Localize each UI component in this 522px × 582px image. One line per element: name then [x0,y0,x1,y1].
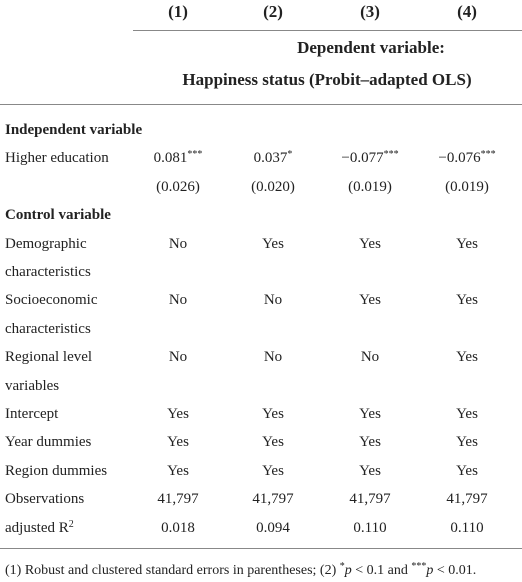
cell-text: 0.081 [153,150,188,167]
cell: (0.019) [348,178,392,195]
footnote-text: (1) Robust and clustered standard errors… [5,563,340,578]
row-label-text: adjusted R [5,519,69,536]
row-label: characteristics [5,320,91,337]
cell-text: −0.077 [341,150,384,167]
row-label: Observations [5,491,85,508]
row-label: Socioeconomic [5,292,98,309]
cell-sup: *** [480,149,496,161]
cell: No [168,235,188,252]
column-header: (4) [457,2,477,21]
section-title: Independent variable [5,122,143,138]
cell: Yes [456,462,478,479]
row-label: Year dummies [5,434,92,451]
cell: Yes [456,349,478,366]
cell: (0.026) [156,178,200,195]
cell: 41,797 [157,491,199,508]
cell: No [168,349,188,366]
cell: Yes [456,406,478,422]
column-header: (1) [168,2,188,21]
row-label: Higher education [5,150,109,167]
cell: Yes [359,434,381,451]
column-header: (2) [263,2,283,21]
cell: 0.094 [256,519,290,536]
row-label: variables [5,377,60,394]
cell-text: −0.076 [438,150,481,167]
cell: Yes [262,434,284,451]
cell: Yes [167,434,189,451]
cell: 0.018 [161,519,195,536]
cell: Yes [262,406,284,422]
cell-sup: * [287,149,293,161]
cell: 41,797 [252,491,294,508]
row-label-sup: 2 [68,518,74,530]
row-label: Intercept [5,406,59,422]
footnote-text: < 0.01. [433,563,477,578]
cell-text: 0.037 [253,150,288,167]
cell: Yes [456,292,478,309]
cell: No [263,349,283,366]
cell: No [168,292,188,309]
cell: No [360,349,380,366]
cell: (0.019) [445,178,489,195]
cell: −0.077*** [341,148,398,168]
cell: 41,797 [446,491,488,508]
cell: Yes [359,406,381,422]
cell: 0.081*** [154,148,203,168]
cell: Yes [456,434,478,451]
cell-sup: *** [187,149,203,161]
footnote-sup: * [339,561,345,572]
cell: 0.110 [353,519,387,536]
cell: Yes [456,235,478,252]
cell: Yes [359,235,381,252]
cell: 41,797 [349,491,391,508]
footnote: (1) Robust and clustered standard errors… [5,561,476,581]
row-label: Demographic [5,235,87,252]
cell: Yes [359,462,381,479]
rule [133,30,522,31]
cell: 0.037* [254,148,293,168]
dependent-title: Dependent variable: [297,38,445,57]
cell: No [263,292,283,309]
cell: (0.020) [251,178,295,195]
section-title: Control variable [5,207,111,224]
row-label: characteristics [5,264,91,280]
row-label: Regional level [5,349,93,366]
cell: Yes [262,462,284,479]
cell: Yes [167,462,189,479]
row-label: Region dummies [5,462,108,479]
footnote-text: < 0.1 and [351,563,412,578]
footnote-text: p [344,563,352,578]
cell: Yes [262,235,284,252]
row-label: adjusted R2 [5,518,74,538]
rule [0,104,522,105]
footnote-text: p [426,563,434,578]
cell: 0.110 [450,519,484,536]
cell-sup: *** [383,149,399,161]
cell: Yes [167,406,189,422]
column-header: (3) [360,2,380,21]
dependent-title: Happiness status (Probit–adapted OLS) [182,70,472,89]
cell: −0.076*** [438,148,495,168]
rule [0,548,522,549]
footnote-sup: *** [411,561,427,572]
cell: Yes [359,292,381,309]
